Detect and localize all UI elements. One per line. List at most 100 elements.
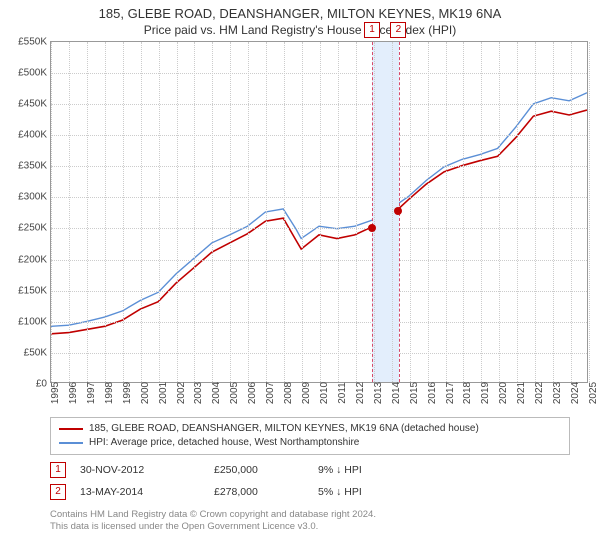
y-gridline (51, 135, 587, 136)
y-axis-label: £450K (18, 99, 47, 110)
y-axis-label: £150K (18, 285, 47, 296)
sale-change: 5% ↓ HPI (318, 486, 408, 498)
x-gridline (589, 42, 590, 382)
y-axis-label: £250K (18, 223, 47, 234)
x-gridline (410, 42, 411, 382)
x-gridline (194, 42, 195, 382)
legend-label: 185, GLEBE ROAD, DEANSHANGER, MILTON KEY… (89, 422, 479, 436)
x-axis-label: 1996 (68, 382, 79, 404)
x-axis-label: 2017 (445, 382, 456, 404)
y-gridline (51, 291, 587, 292)
x-gridline (159, 42, 160, 382)
x-axis-label: 2022 (534, 382, 545, 404)
x-axis-label: 2015 (409, 382, 420, 404)
x-axis-label: 2007 (265, 382, 276, 404)
footer-line-1: Contains HM Land Registry data © Crown c… (50, 509, 570, 521)
chart-subtitle: Price paid vs. HM Land Registry's House … (0, 23, 600, 41)
y-gridline (51, 260, 587, 261)
x-axis-label: 1999 (122, 382, 133, 404)
x-axis-label: 2025 (588, 382, 599, 404)
x-axis-label: 1995 (50, 382, 61, 404)
legend-swatch (59, 428, 83, 430)
y-axis-label: £300K (18, 192, 47, 203)
x-axis-label: 2011 (337, 382, 348, 404)
y-axis-label: £500K (18, 67, 47, 78)
x-gridline (266, 42, 267, 382)
sale-row-marker: 1 (50, 462, 66, 478)
y-gridline (51, 353, 587, 354)
legend-swatch (59, 442, 83, 444)
sale-change: 9% ↓ HPI (318, 464, 408, 476)
y-axis-label: £0 (36, 378, 47, 389)
sale-price: £250,000 (214, 464, 304, 476)
series-property (51, 110, 587, 334)
y-gridline (51, 104, 587, 105)
x-axis-label: 1998 (104, 382, 115, 404)
x-gridline (105, 42, 106, 382)
x-gridline (212, 42, 213, 382)
x-axis-label: 2009 (301, 382, 312, 404)
x-gridline (230, 42, 231, 382)
x-axis-label: 2004 (211, 382, 222, 404)
x-axis-label: 2010 (319, 382, 330, 404)
y-axis-label: £100K (18, 316, 47, 327)
x-axis-label: 2021 (516, 382, 527, 404)
sale-row: 1 30-NOV-2012 £250,000 9% ↓ HPI (50, 459, 570, 481)
x-axis-label: 2016 (427, 382, 438, 404)
x-gridline (123, 42, 124, 382)
x-axis-label: 2014 (391, 382, 402, 404)
x-axis-label: 2012 (355, 382, 366, 404)
x-gridline (320, 42, 321, 382)
sales-table: 1 30-NOV-2012 £250,000 9% ↓ HPI 2 13-MAY-2014… (50, 459, 570, 503)
x-gridline (481, 42, 482, 382)
legend-item: HPI: Average price, detached house, West… (59, 436, 561, 450)
x-gridline (499, 42, 500, 382)
x-axis-label: 2008 (283, 382, 294, 404)
y-gridline (51, 197, 587, 198)
x-gridline (392, 42, 393, 382)
sale-price: £278,000 (214, 486, 304, 498)
x-gridline (553, 42, 554, 382)
x-axis-label: 2024 (570, 382, 581, 404)
x-gridline (356, 42, 357, 382)
x-gridline (535, 42, 536, 382)
x-axis-label: 2005 (229, 382, 240, 404)
sale-marker-1: 1 (364, 22, 380, 38)
sale-date: 30-NOV-2012 (80, 464, 200, 476)
x-axis-label: 2023 (552, 382, 563, 404)
y-axis-label: £350K (18, 161, 47, 172)
x-gridline (428, 42, 429, 382)
sale-marker-2: 2 (390, 22, 406, 38)
x-gridline (248, 42, 249, 382)
x-axis-label: 2019 (480, 382, 491, 404)
sale-date: 13-MAY-2014 (80, 486, 200, 498)
x-gridline (177, 42, 178, 382)
x-axis-label: 2020 (498, 382, 509, 404)
x-gridline (463, 42, 464, 382)
y-gridline (51, 228, 587, 229)
x-axis-label: 2000 (140, 382, 151, 404)
x-gridline (69, 42, 70, 382)
x-gridline (51, 42, 52, 382)
sale-point-1 (368, 224, 376, 232)
y-axis-label: £200K (18, 254, 47, 265)
x-axis-label: 1997 (86, 382, 97, 404)
y-gridline (51, 73, 587, 74)
x-axis-label: 2018 (462, 382, 473, 404)
footer-attribution: Contains HM Land Registry data © Crown c… (50, 509, 570, 534)
x-gridline (374, 42, 375, 382)
x-gridline (302, 42, 303, 382)
x-axis-label: 2006 (247, 382, 258, 404)
y-axis-label: £400K (18, 130, 47, 141)
plot-region: £0£50K£100K£150K£200K£250K£300K£350K£400… (50, 41, 588, 383)
y-axis-label: £550K (18, 36, 47, 47)
x-axis-label: 2013 (373, 382, 384, 404)
y-gridline (51, 322, 587, 323)
x-gridline (87, 42, 88, 382)
y-axis-label: £50K (24, 347, 47, 358)
legend-label: HPI: Average price, detached house, West… (89, 436, 359, 450)
x-gridline (446, 42, 447, 382)
x-gridline (571, 42, 572, 382)
sale-row-marker: 2 (50, 484, 66, 500)
x-gridline (284, 42, 285, 382)
